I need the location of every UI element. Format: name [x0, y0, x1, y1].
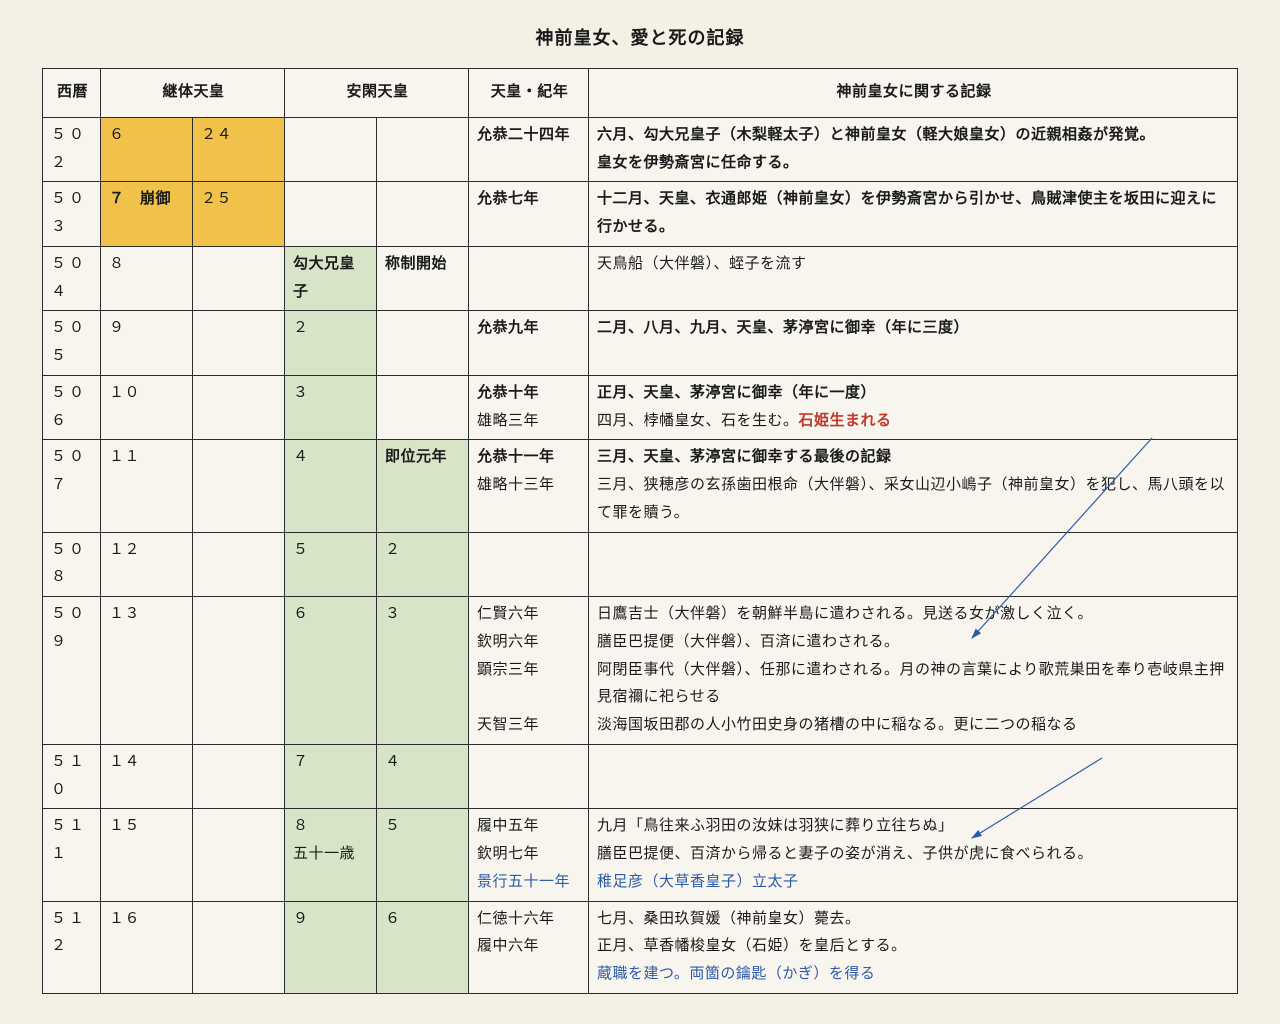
keitai-a: １２ [101, 532, 193, 597]
keitai-a: １６ [101, 901, 193, 993]
table-row: ５０８１２ ５２ [43, 532, 1238, 597]
keitai-a: ７ 崩御 [101, 182, 193, 247]
keitai-a: １３ [101, 597, 193, 745]
year-cell: ５０３ [43, 182, 101, 247]
table-row: ５１０１４ ７４ [43, 744, 1238, 809]
year-cell: ５０７ [43, 440, 101, 532]
ankan-a: ３ [285, 375, 377, 440]
table-row: ５０２６２４ 允恭二十四年六月、勾大兄皇子（木梨軽太子）と神前皇女（軽大娘皇女）の… [43, 117, 1238, 182]
keitai-b: ２５ [193, 182, 285, 247]
keitai-b [193, 901, 285, 993]
year-cell: ５０２ [43, 117, 101, 182]
keitai-b [193, 597, 285, 745]
table-row: ５０９１３ ６３仁賢六年欽明六年顕宗三年 天智三年日鷹吉士（大伴磐）を朝鮮半島に遣… [43, 597, 1238, 745]
ankan-a: ７ [285, 744, 377, 809]
record-cell [589, 744, 1238, 809]
table-row: ５０４８ 勾大兄皇子称制開始 天鳥船（大伴磐）、蛭子を流す [43, 246, 1238, 311]
ankan-a [285, 182, 377, 247]
ankan-b: ６ [377, 901, 469, 993]
era-cell: 仁賢六年欽明六年顕宗三年 天智三年 [469, 597, 589, 745]
keitai-b [193, 440, 285, 532]
record-cell: 三月、天皇、茅渟宮に御幸する最後の記録三月、狭穂彦の玄孫歯田根命（大伴磐）、采女… [589, 440, 1238, 532]
ankan-b [377, 311, 469, 376]
keitai-a: １１ [101, 440, 193, 532]
ankan-b [377, 117, 469, 182]
ankan-b [377, 182, 469, 247]
record-cell: 日鷹吉士（大伴磐）を朝鮮半島に遣わされる。見送る女が激しく泣く。膳臣巴提便（大伴… [589, 597, 1238, 745]
table-row: ５０３７ 崩御２５ 允恭七年十二月、天皇、衣通郎姫（神前皇女）を伊勢斎宮から引かせ… [43, 182, 1238, 247]
ankan-a: ５ [285, 532, 377, 597]
col-keitai: 継体天皇 [101, 69, 285, 118]
keitai-b: ２４ [193, 117, 285, 182]
year-cell: ５０５ [43, 311, 101, 376]
ankan-a [285, 117, 377, 182]
keitai-a: ６ [101, 117, 193, 182]
keitai-b [193, 246, 285, 311]
year-cell: ５１０ [43, 744, 101, 809]
era-cell [469, 744, 589, 809]
era-cell: 允恭十年雄略三年 [469, 375, 589, 440]
era-cell: 允恭九年 [469, 311, 589, 376]
ankan-a: ２ [285, 311, 377, 376]
year-cell: ５０９ [43, 597, 101, 745]
era-cell: 允恭七年 [469, 182, 589, 247]
era-cell [469, 246, 589, 311]
keitai-b [193, 375, 285, 440]
era-cell: 仁徳十六年履中六年 [469, 901, 589, 993]
ankan-b: 即位元年 [377, 440, 469, 532]
year-cell: ５０８ [43, 532, 101, 597]
ankan-b: ２ [377, 532, 469, 597]
ankan-b [377, 375, 469, 440]
keitai-a: １４ [101, 744, 193, 809]
record-cell: 二月、八月、九月、天皇、茅渟宮に御幸（年に三度） [589, 311, 1238, 376]
era-cell: 允恭十一年雄略十三年 [469, 440, 589, 532]
year-cell: ５０６ [43, 375, 101, 440]
keitai-b [193, 532, 285, 597]
keitai-a: １０ [101, 375, 193, 440]
col-ankan: 安閑天皇 [285, 69, 469, 118]
year-cell: ５０４ [43, 246, 101, 311]
keitai-b [193, 311, 285, 376]
table-row: ５０７１１ ４即位元年允恭十一年雄略十三年三月、天皇、茅渟宮に御幸する最後の記録三… [43, 440, 1238, 532]
year-cell: ５１２ [43, 901, 101, 993]
table-row: ５０５９ ２ 允恭九年二月、八月、九月、天皇、茅渟宮に御幸（年に三度） [43, 311, 1238, 376]
era-cell: 允恭二十四年 [469, 117, 589, 182]
keitai-a: ８ [101, 246, 193, 311]
record-cell: 正月、天皇、茅渟宮に御幸（年に一度）四月、桲幡皇女、石を生む。石姫生まれる [589, 375, 1238, 440]
table-row: ５１２１６ ９６仁徳十六年履中六年七月、桑田玖賀媛（神前皇女）薨去。正月、草香幡梭… [43, 901, 1238, 993]
ankan-a: ９ [285, 901, 377, 993]
col-year: 西暦 [43, 69, 101, 118]
table-header-row: 西暦 継体天皇 安閑天皇 天皇・紀年 神前皇女に関する記録 [43, 69, 1238, 118]
col-era: 天皇・紀年 [469, 69, 589, 118]
ankan-a: ６ [285, 597, 377, 745]
record-cell: 六月、勾大兄皇子（木梨軽太子）と神前皇女（軽大娘皇女）の近親相姦が発覚。皇女を伊… [589, 117, 1238, 182]
ankan-b: ３ [377, 597, 469, 745]
keitai-a: ９ [101, 311, 193, 376]
page-title: 神前皇女、愛と死の記録 [42, 24, 1238, 50]
ankan-b: ４ [377, 744, 469, 809]
ankan-b: 称制開始 [377, 246, 469, 311]
record-cell: 十二月、天皇、衣通郎姫（神前皇女）を伊勢斎宮から引かせ、鳥賊津使主を坂田に迎えに… [589, 182, 1238, 247]
table-row: ５０６１０ ３ 允恭十年雄略三年正月、天皇、茅渟宮に御幸（年に一度）四月、桲幡皇女、… [43, 375, 1238, 440]
era-cell [469, 532, 589, 597]
keitai-b [193, 744, 285, 809]
record-cell [589, 532, 1238, 597]
col-record: 神前皇女に関する記録 [589, 69, 1238, 118]
record-cell: 七月、桑田玖賀媛（神前皇女）薨去。正月、草香幡梭皇女（石姫）を皇后とする。蔵職を… [589, 901, 1238, 993]
ankan-a: ４ [285, 440, 377, 532]
ankan-a: 勾大兄皇子 [285, 246, 377, 311]
record-cell: 天鳥船（大伴磐）、蛭子を流す [589, 246, 1238, 311]
